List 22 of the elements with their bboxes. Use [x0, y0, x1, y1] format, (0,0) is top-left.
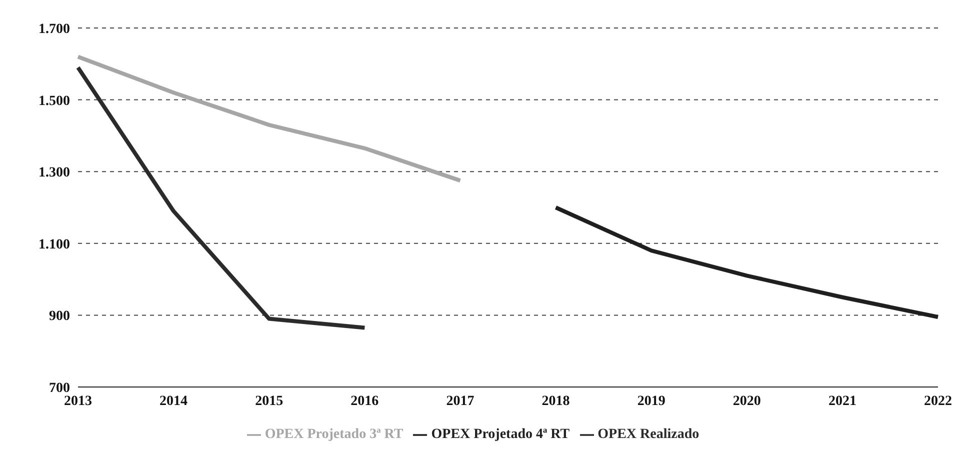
x-tick-label: 2020 — [732, 394, 761, 409]
y-tick-label: 700 — [49, 380, 70, 396]
x-tick-label: 2021 — [828, 394, 856, 409]
legend-label: OPEX Projetado 4ª RT — [431, 427, 570, 442]
y-tick-label: 900 — [49, 309, 70, 324]
line-series — [76, 65, 367, 330]
y-tick-label: 1.300 — [38, 166, 70, 181]
y-tick-label: 1.100 — [38, 237, 70, 252]
legend-label: OPEX Realizado — [598, 427, 700, 442]
line-series — [76, 54, 462, 183]
x-tick-label: 2013 — [64, 394, 92, 409]
legend-label: OPEX Projetado 3ª RT — [264, 427, 404, 442]
y-tick-label: 1.500 — [38, 94, 70, 109]
x-tick-label: 2016 — [350, 394, 379, 409]
x-tick-label: 2018 — [542, 394, 570, 409]
x-tick-label: 2017 — [446, 394, 474, 409]
x-tick-label: 2019 — [637, 394, 666, 409]
line-series — [554, 206, 940, 319]
y-tick-label: 1.700 — [38, 22, 70, 37]
x-tick-label: 2015 — [255, 394, 284, 409]
x-tick-label: 2022 — [924, 394, 952, 409]
x-tick-label: 2014 — [160, 394, 188, 409]
